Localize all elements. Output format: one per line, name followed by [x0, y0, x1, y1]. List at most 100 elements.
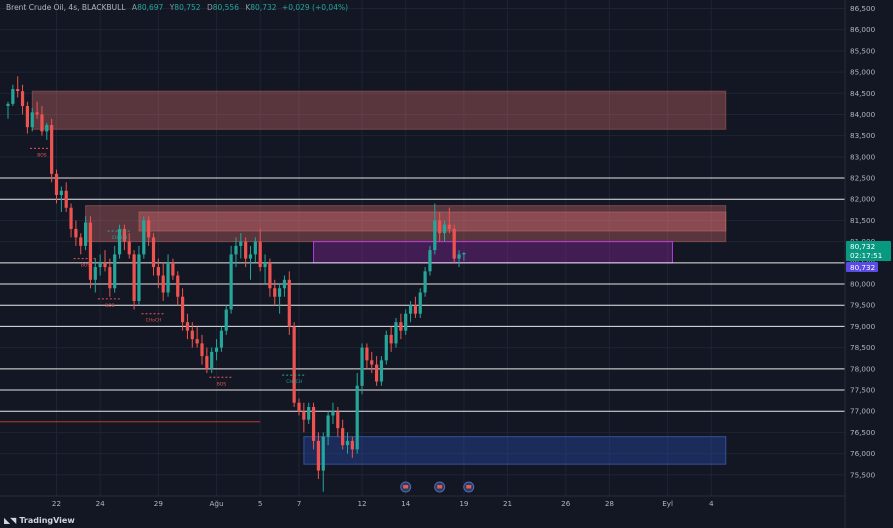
time-tick-label: 4 [709, 499, 714, 508]
candle-body [239, 241, 243, 246]
candle-body [355, 385, 359, 450]
time-axis[interactable]: 22 24 29 Ağu 5 7 12 14 19 21 26 28 Eyl 4 [0, 481, 845, 508]
time-tick-label: 26 [561, 499, 571, 508]
candle-body [292, 326, 296, 403]
candle-body [278, 288, 282, 297]
price-tick-label: 84,000 [850, 110, 876, 119]
candle-body [413, 305, 417, 314]
event-flag-mark [403, 485, 409, 489]
candle-body [345, 440, 350, 446]
candle-body [438, 220, 442, 234]
candle-body [147, 220, 151, 238]
candle-body [447, 224, 451, 229]
candle-body [365, 347, 369, 361]
candle-body [350, 440, 354, 450]
time-tick-label: 21 [503, 499, 512, 508]
candle-body [214, 347, 219, 352]
zone-supply [31, 90, 727, 130]
candle-body [253, 241, 257, 255]
time-tick-label: 7 [297, 499, 302, 508]
price-tick-label: 78,500 [850, 343, 876, 352]
candle-body [418, 292, 422, 314]
candle-body [302, 411, 306, 420]
last-price-tag [846, 241, 891, 262]
candle-body [35, 112, 39, 115]
candle-body [50, 125, 54, 174]
event-flag-mark [437, 485, 443, 489]
last-price-countdown: 02:17:51 [850, 251, 882, 260]
tradingview-brand[interactable]: ◣◥ TradingView [4, 516, 75, 525]
candle-body [30, 112, 34, 128]
candle-body [205, 356, 209, 369]
candle-body [341, 428, 345, 446]
candle-body [297, 402, 301, 412]
candle-body [375, 364, 379, 382]
candle-body [282, 279, 287, 289]
price-tick-label: 79,500 [850, 301, 876, 310]
annotations-layer: BOS BOS CHoCH BOS CHoCH BOS CHoCH [29, 147, 307, 387]
tradingview-logo-icon: ◣◥ [4, 516, 17, 525]
candle-body [321, 436, 325, 471]
zone-supply [85, 205, 727, 243]
candle-body [428, 250, 432, 272]
event-flag-icon [400, 481, 412, 493]
zones-layer [31, 90, 727, 465]
price-tick-label: 78,000 [850, 364, 876, 373]
candle-body [185, 322, 190, 331]
candle-body [224, 309, 228, 331]
symbol-title[interactable]: Brent Crude Oil, 4s, BLACKBULL [6, 3, 126, 12]
time-tick-label: Ağu [210, 499, 224, 508]
candle-body [219, 330, 223, 348]
price-tick-label: 77,000 [850, 407, 876, 416]
candle-body [93, 267, 97, 280]
candle-body [462, 253, 466, 255]
candle-body [137, 254, 141, 301]
price-tick-label: 82,500 [850, 174, 876, 183]
time-tick-label: 12 [357, 499, 366, 508]
brand-name: TradingView [19, 516, 75, 525]
time-tick-label: 19 [459, 499, 469, 508]
candle-body [195, 339, 199, 344]
candle-body [248, 254, 253, 259]
structure-label: BOS [81, 263, 91, 269]
candle-body [379, 360, 384, 382]
candle-body [16, 89, 20, 92]
change-value: +0,029 (+0,04%) [281, 3, 349, 12]
candle-body [273, 288, 277, 297]
candle-body [122, 228, 126, 242]
high-value: 80,752 [174, 3, 201, 12]
last-price-value: 80,732 [850, 242, 875, 251]
event-flag-mark [466, 485, 472, 489]
candle-body [210, 351, 214, 369]
candle-body [331, 411, 335, 416]
candle-body [151, 237, 156, 268]
candle-body [11, 89, 15, 104]
candle-body [234, 245, 238, 255]
candle-body [156, 267, 160, 276]
candle-body [20, 91, 25, 106]
candle-body [394, 322, 398, 344]
indicator-price-value: 80,732 [850, 263, 875, 272]
candle-body [171, 262, 175, 276]
low-value: 80,556 [212, 3, 239, 12]
time-tick-label: 22 [52, 499, 61, 508]
open-value: 80,697 [137, 3, 164, 12]
candle-body [287, 279, 291, 327]
low-label: D [206, 3, 213, 12]
structure-label: CHoCH [146, 318, 162, 324]
candle-body [423, 271, 427, 293]
structure-label: CHoCH [112, 235, 128, 241]
price-tick-label: 76,000 [850, 449, 876, 458]
candle-body [360, 347, 364, 386]
candle-body [113, 254, 117, 289]
price-tick-label: 82,000 [850, 195, 876, 204]
candle-body [25, 105, 29, 128]
candle-body [263, 262, 267, 268]
close-value: 80,732 [250, 3, 277, 12]
structure-label: BOS [217, 381, 227, 387]
zone-supply [138, 211, 727, 232]
candle-body [404, 313, 408, 331]
price-tick-label: 84,500 [850, 89, 876, 98]
